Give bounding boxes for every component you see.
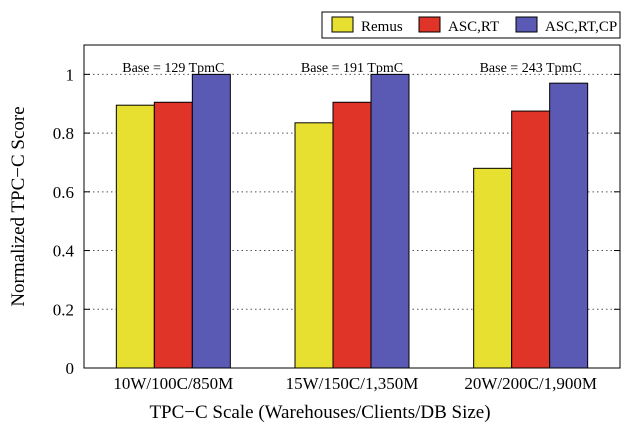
bar-asc-rt-2: [332, 101, 372, 369]
y-tick-label: 1: [66, 65, 75, 84]
y-tick-label: 0: [66, 359, 75, 378]
bar-remus-2: [294, 122, 334, 369]
legend-swatch: [515, 16, 538, 33]
bar-remus-3: [473, 167, 513, 369]
bar-asc-rt-cp-2: [370, 73, 410, 369]
y-axis: 0 0.2 0.4 0.6 0.8 1: [53, 65, 620, 378]
legend: Remus ASC,RT ASC,RT,CP: [321, 11, 621, 39]
legend-label: ASC,RT: [448, 19, 499, 35]
y-tick-label: 0.2: [53, 300, 74, 319]
bar-remus-1: [115, 104, 155, 369]
base-annotations: Base = 129 TpmC Base = 191 TpmC Base = 243…: [122, 61, 581, 76]
legend-swatch: [418, 16, 441, 33]
x-axis: 10W/100C/850M 15W/150C/1,350M 20W/200C/1,9…: [113, 374, 597, 393]
legend-label: Remus: [361, 19, 403, 35]
x-tick-label: 10W/100C/850M: [113, 374, 233, 393]
y-tick-label: 0.8: [53, 124, 74, 143]
bars: [115, 73, 589, 369]
bar-asc-rt-1: [153, 101, 193, 369]
x-tick-label: 20W/200C/1,900M: [464, 374, 597, 393]
bar-asc-rt-cp-1: [191, 73, 231, 369]
legend-label: ASC,RT,CP: [545, 19, 617, 35]
base-annotation: Base = 191 TpmC: [301, 61, 403, 76]
plot-frame: [83, 44, 621, 369]
legend-box: [321, 11, 621, 39]
bar-asc-rt-3: [511, 110, 551, 369]
y-tick-label: 0.4: [53, 242, 75, 261]
y-tick-label: 0.6: [53, 183, 74, 202]
bar-asc-rt-cp-3: [549, 82, 589, 369]
legend-swatch: [331, 16, 354, 33]
base-annotation: Base = 243 TpmC: [480, 61, 582, 76]
base-annotation: Base = 129 TpmC: [122, 61, 224, 76]
y-axis-label: Normalized TPC−C Score: [8, 106, 29, 306]
x-tick-label: 15W/150C/1,350M: [286, 374, 419, 393]
x-axis-label: TPC−C Scale (Warehouses/Clients/DB Size): [149, 402, 490, 423]
